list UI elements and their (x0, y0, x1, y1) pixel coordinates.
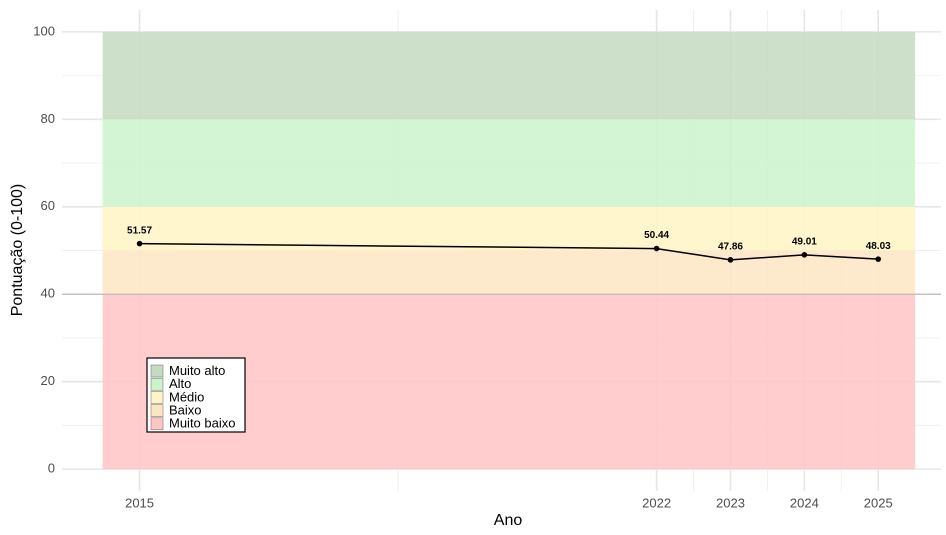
band (102, 206, 916, 251)
x-tick-label: 2024 (790, 495, 819, 510)
value-label: 49.01 (792, 236, 817, 247)
value-label: 51.57 (127, 225, 152, 236)
legend-label: Muito baixo (169, 416, 235, 431)
y-tick-label: 20 (41, 373, 55, 388)
legend-swatch (150, 364, 164, 378)
point (727, 257, 734, 263)
band (102, 250, 916, 295)
legend-label: Baixo (169, 403, 202, 418)
value-label: 47.86 (718, 241, 743, 252)
x-axis-label: Ano (494, 512, 523, 529)
y-tick-label: 80 (41, 111, 55, 126)
y-tick-label: 0 (48, 461, 55, 476)
legend-swatch (150, 377, 164, 391)
point (801, 252, 808, 258)
point (653, 245, 660, 252)
x-tick-label: 2023 (716, 495, 745, 510)
legend-label: Médio (169, 389, 204, 404)
y-axis-label: Pontuação (0-100) (9, 184, 26, 317)
legend-label: Muito alto (169, 363, 225, 378)
value-label: 48.03 (866, 241, 891, 252)
y-tick-label: 40 (41, 286, 55, 301)
x-tick-label: 2022 (642, 495, 671, 510)
x-tick-label: 2015 (125, 495, 154, 510)
band (102, 119, 916, 207)
point (875, 256, 882, 262)
y-tick-label: 60 (41, 198, 55, 213)
legend-swatch (150, 417, 164, 431)
legend-box (146, 357, 246, 433)
point (136, 240, 143, 247)
legend-label: Alto (169, 376, 191, 391)
y-tick-label: 100 (33, 23, 55, 38)
legend-swatch (150, 404, 164, 417)
legend-swatch (150, 391, 164, 404)
x-tick-label: 2025 (864, 495, 893, 510)
band (102, 31, 916, 120)
value-label: 50.44 (644, 230, 669, 241)
